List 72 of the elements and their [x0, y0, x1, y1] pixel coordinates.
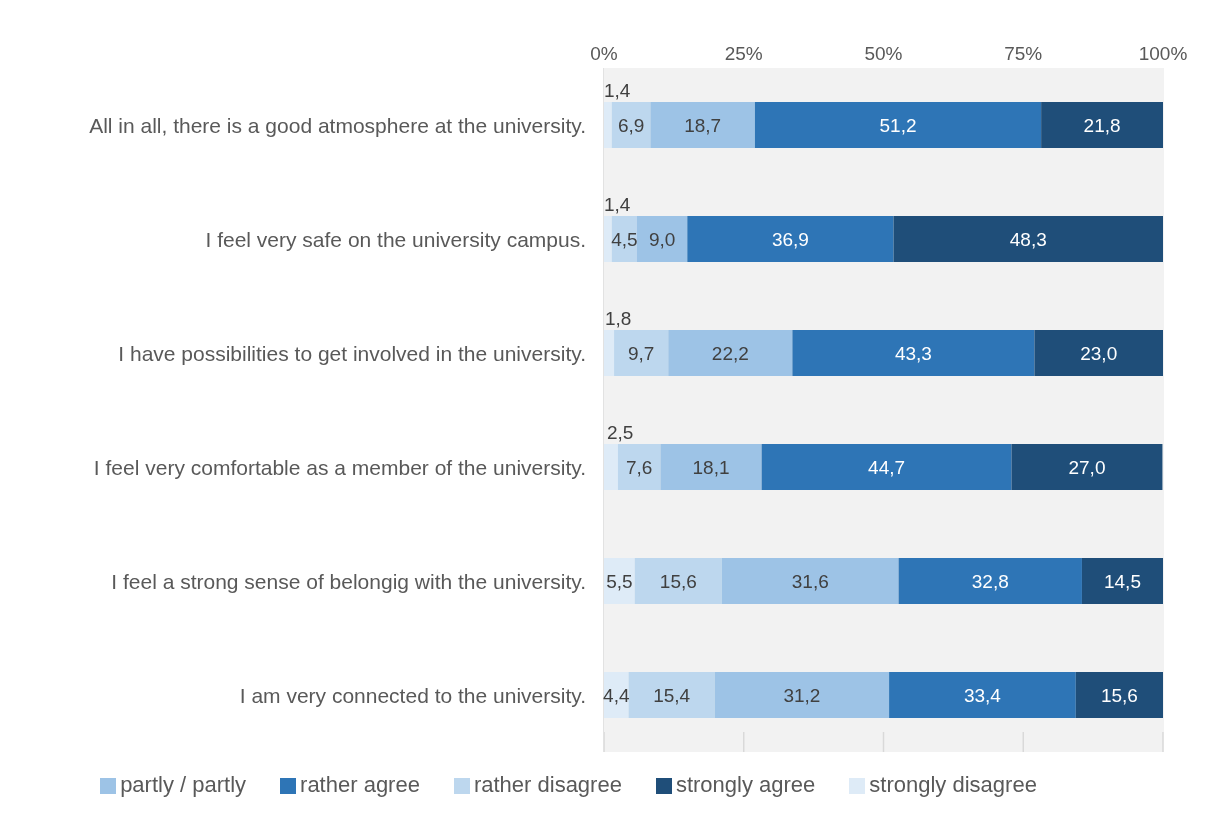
- data-label: 23,0: [1080, 342, 1118, 364]
- data-label: 48,3: [1009, 228, 1047, 250]
- data-label: 1,8: [605, 307, 632, 329]
- data-label: 4,4: [603, 684, 630, 706]
- data-label: 9,7: [627, 342, 655, 364]
- bar: [617, 444, 661, 490]
- bar: [604, 444, 618, 490]
- data-label: 14,5: [1103, 570, 1141, 592]
- y-tick-label: I am very connected to the university.: [239, 683, 586, 707]
- bar: [614, 330, 669, 376]
- bar: [650, 102, 755, 148]
- bar: [1011, 444, 1163, 490]
- data-label: 1,4: [603, 79, 631, 101]
- data-label: 18,7: [684, 114, 722, 136]
- bar: [721, 558, 899, 604]
- data-label: 2,5: [606, 421, 634, 443]
- bar: [1034, 330, 1163, 376]
- bar: [1041, 102, 1163, 148]
- legend-label: partly / partly: [120, 772, 247, 797]
- data-label: 32,8: [971, 570, 1009, 592]
- legend-label: rather disagree: [473, 772, 622, 797]
- bar: [604, 216, 612, 262]
- x-tick-label: 50%: [864, 43, 903, 64]
- data-label: 1,4: [603, 193, 631, 215]
- x-tick-label: 0%: [590, 43, 618, 64]
- data-label: 31,2: [783, 684, 821, 706]
- bar: [604, 102, 612, 148]
- x-tick-label: 25%: [724, 43, 763, 64]
- legend-label: strongly disagree: [869, 772, 1037, 797]
- bar: [668, 330, 793, 376]
- y-tick-label: I have possibilities to get involved in the university.: [118, 341, 586, 365]
- bar: [792, 330, 1035, 376]
- y-tick-label: I feel very safe on the university campus.: [205, 227, 586, 251]
- data-label: 21,8: [1083, 114, 1121, 136]
- data-label: 33,4: [963, 684, 1002, 706]
- bar: [687, 216, 894, 262]
- bar: [898, 558, 1082, 604]
- bar: [761, 444, 1012, 490]
- bar: [636, 216, 688, 262]
- bar: [634, 558, 722, 604]
- data-label: 22,2: [711, 342, 749, 364]
- y-tick-label: I feel very comfortable as a member of the university.: [93, 455, 586, 479]
- data-label: 51,2: [879, 114, 917, 136]
- data-label: 6,9: [617, 114, 645, 136]
- bar: [628, 672, 715, 718]
- data-label: 4,5: [611, 228, 638, 250]
- x-tick-label: 100%: [1138, 43, 1188, 64]
- data-label: 18,1: [692, 456, 730, 478]
- x-tick-label: 75%: [1004, 43, 1043, 64]
- data-label: 31,6: [791, 570, 829, 592]
- bar: [754, 102, 1042, 148]
- data-label: 9,0: [648, 228, 676, 250]
- data-label: 43,3: [894, 342, 932, 364]
- bar: [889, 672, 1076, 718]
- legend-label: rather agree: [300, 772, 420, 797]
- data-label: 15,6: [659, 570, 697, 592]
- data-label: 5,5: [606, 570, 633, 592]
- y-tick-label: I feel a strong sense of belongig with the university.: [111, 569, 586, 593]
- legend-label: strongly agree: [675, 772, 816, 797]
- data-label: 36,9: [771, 228, 809, 250]
- data-label: 15,6: [1100, 684, 1138, 706]
- data-label: 15,4: [653, 684, 691, 706]
- bar: [1075, 672, 1163, 718]
- data-label: 44,7: [868, 456, 906, 478]
- data-label: 7,6: [626, 456, 653, 478]
- bar: [893, 216, 1163, 262]
- bar: [604, 330, 615, 376]
- bar: [1081, 558, 1163, 604]
- bar: [660, 444, 762, 490]
- bar: [714, 672, 890, 718]
- y-tick-label: All in all, there is a good atmosphere at the university.: [89, 113, 586, 137]
- data-label: 27,0: [1068, 456, 1106, 478]
